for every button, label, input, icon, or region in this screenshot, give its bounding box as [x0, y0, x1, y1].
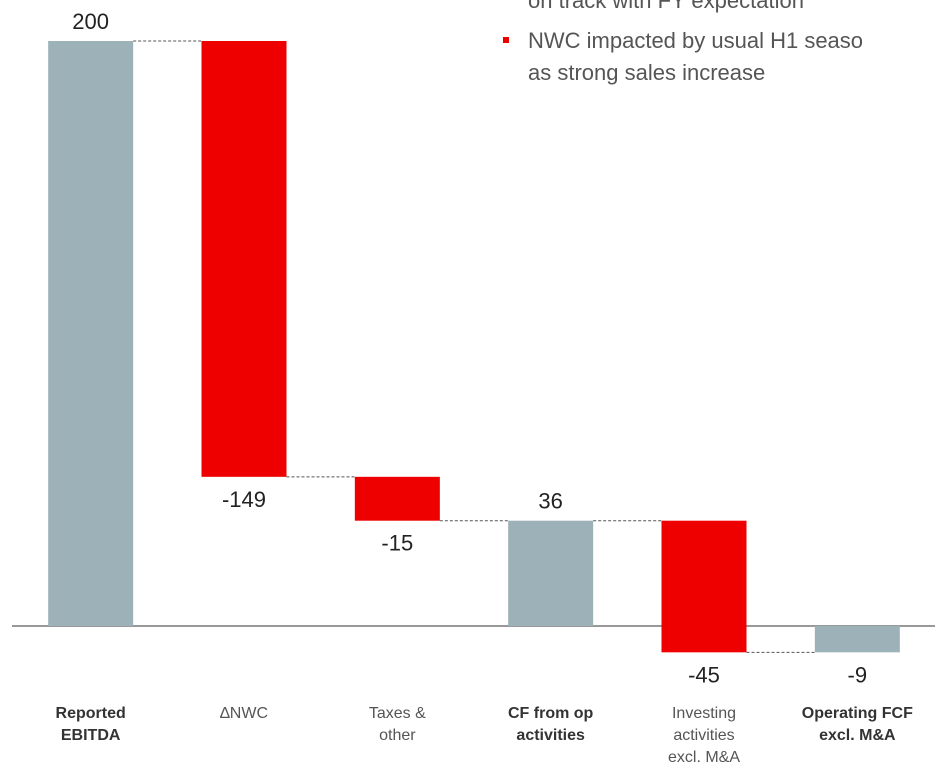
note-text: as strong sales increase: [528, 60, 765, 85]
x-tick-label: other: [379, 727, 416, 744]
x-tick-label: activities: [673, 727, 734, 744]
value-label: -149: [222, 487, 266, 512]
x-tick-label: Operating FCF: [802, 705, 913, 722]
bar: [814, 626, 900, 653]
bar: [48, 41, 134, 626]
x-tick-label: excl. M&A: [668, 749, 740, 766]
bullet: [503, 37, 509, 43]
x-tick-label: Investing: [672, 705, 736, 722]
x-tick-label: excl. M&A: [819, 727, 896, 744]
x-tick-label: Taxes &: [369, 705, 426, 722]
value-label: -45: [688, 662, 720, 687]
x-tick-label: activities: [516, 727, 585, 744]
note-text: NWC impacted by usual H1 seaso: [528, 28, 863, 53]
bar: [201, 41, 287, 477]
value-label: -9: [848, 662, 868, 687]
bar: [354, 476, 440, 521]
value-label: 36: [538, 489, 562, 514]
value-label: -15: [381, 531, 413, 556]
x-tick-label: EBITDA: [61, 727, 121, 744]
x-tick-label: ∆NWC: [220, 705, 268, 722]
bar: [508, 520, 594, 626]
bar: [661, 520, 747, 653]
value-label: 200: [72, 9, 109, 34]
x-tick-label: CF from op: [508, 705, 594, 722]
note-text: on track with FY expectation: [528, 0, 804, 13]
x-tick-label: Reported: [56, 705, 126, 722]
